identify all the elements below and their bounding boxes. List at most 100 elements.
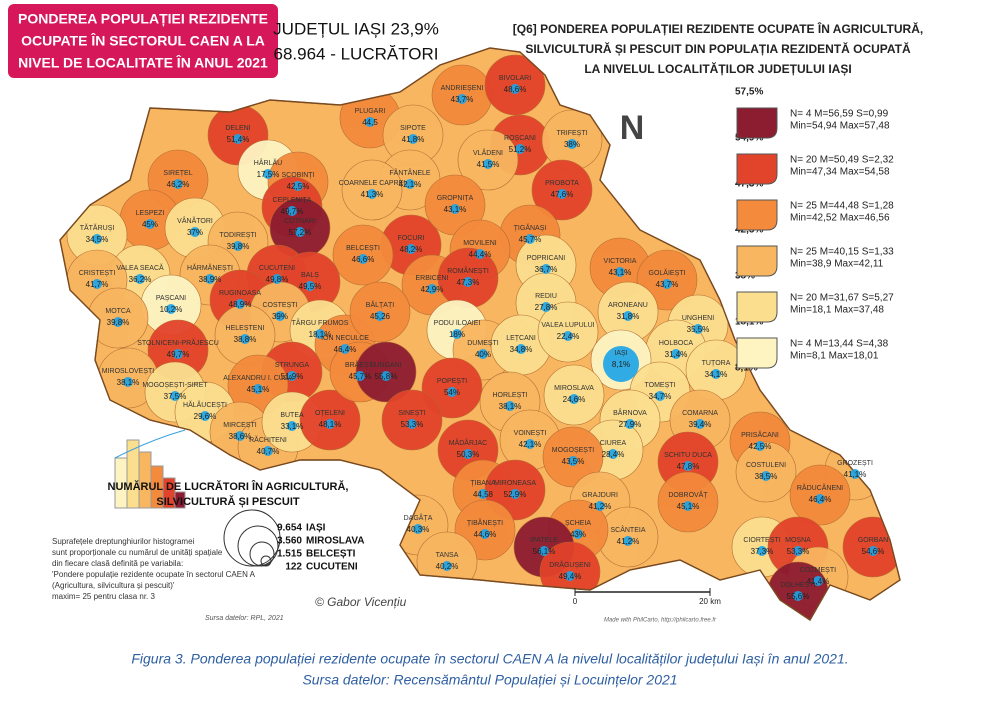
locality-name: CIORTEȘTI	[743, 537, 780, 544]
locality-value: 18,1%	[309, 330, 332, 339]
worker-bubble	[505, 401, 515, 411]
worker-bubble	[683, 461, 693, 471]
worker-bubble	[569, 394, 579, 404]
worker-bubble	[573, 529, 583, 539]
worker-bubble	[565, 571, 575, 581]
locality-name: MIROSLAVA	[554, 385, 594, 392]
locality-value: 35,5%	[687, 325, 710, 334]
locality-name: CUCUTENI	[259, 265, 295, 272]
worker-bubble	[367, 189, 377, 199]
locality-value: 47,6%	[551, 190, 574, 199]
locality-name: ȚIBĂNEȘTI	[467, 518, 503, 527]
locality-name: STRUNGA	[275, 362, 310, 369]
locality-value: 10,2%	[160, 305, 183, 314]
locality-name: BRĂEȘTI	[345, 360, 375, 369]
locality-value: 39,4%	[689, 420, 712, 429]
map-title: LA NIVELUL LOCALITĂȚILOR JUDEȚULUI IAȘI	[584, 61, 851, 76]
locality-value: 43,1%	[609, 268, 632, 277]
worker-bubble	[295, 227, 305, 237]
locality-name: LUNGANI	[370, 362, 401, 369]
locality-name: COZMEȘTI	[800, 567, 836, 574]
locality-value: 43,7%	[656, 280, 679, 289]
legend-stats: Min=8,1 Max=18,01	[790, 351, 879, 362]
locality-name: BELCEȘTI	[346, 245, 380, 252]
worker-bubble	[123, 377, 133, 387]
locality-value: 49,8%	[266, 275, 289, 284]
locality-value: 44,58	[473, 490, 494, 499]
worker-bubble	[478, 349, 488, 359]
locality-value: 49,7%	[167, 350, 190, 359]
locality-value: 17,5%	[257, 170, 280, 179]
worker-bubble	[608, 449, 618, 459]
worker-bubble	[427, 284, 437, 294]
worker-bubble	[693, 324, 703, 334]
scale-count: 122	[285, 562, 302, 573]
locality-value: 42,5%	[749, 442, 772, 451]
locality-value: 51,2%	[509, 145, 532, 154]
worker-bubble	[355, 371, 365, 381]
locality-value: 18%	[449, 330, 465, 339]
locality-name: LESPEZI	[136, 210, 165, 217]
locality-name: BUTEA	[280, 412, 304, 419]
locality-name: RUGINOASA	[219, 290, 261, 297]
locality-value: 40,7%	[257, 447, 280, 456]
locality-name: COTNARI	[284, 218, 316, 225]
locality-name: PROBOTA	[545, 180, 579, 187]
worker-bubble	[190, 227, 200, 237]
locality-name: RĂCHITENI	[249, 435, 287, 444]
worker-bubble	[671, 349, 681, 359]
locality-value: 41,4%	[807, 577, 830, 586]
locality-name: ANDRIEȘENI	[441, 85, 484, 92]
locality-value: 31,8%	[617, 312, 640, 321]
locality-value: 45,7%	[349, 372, 372, 381]
locality-value: 38,1%	[117, 378, 140, 387]
worker-bubble	[557, 189, 567, 199]
locality-name: HĂRMĂNEȘTI	[187, 263, 233, 272]
locality-value: 45,1%	[247, 385, 270, 394]
worker-bubble	[287, 421, 297, 431]
locality-name: DELENI	[225, 125, 250, 132]
locality-value: 43,5%	[562, 457, 585, 466]
workers-title: NUMĂRUL DE LUCRĂTORI ÎN AGRICULTURĂ,	[108, 480, 349, 493]
source-small: Sursa datelor: RPL, 2021	[205, 615, 284, 622]
worker-bubble	[623, 536, 633, 546]
locality-name: ROMÂNEȘTI	[447, 266, 489, 275]
legend-stats: N= 25 M=44,48 S=1,28	[790, 201, 894, 212]
locality-value: 51,4%	[227, 135, 250, 144]
worker-bubble	[235, 431, 245, 441]
locality-value: 42,1%	[399, 180, 422, 189]
locality-name: COSTEȘTI	[262, 302, 297, 309]
worker-bubble	[757, 546, 767, 556]
scale-name: BELCEȘTI	[306, 549, 356, 560]
locality-name: DOLHEȘTI	[780, 582, 815, 589]
title: PONDEREA POPULAȚIEI REZIDENTE	[18, 11, 268, 27]
worker-bubble	[450, 204, 460, 214]
worker-bubble	[655, 391, 665, 401]
worker-bubble	[315, 329, 325, 339]
county-workers: 68.964 - LUCRĂTORI	[273, 44, 438, 63]
worker-bubble	[478, 489, 488, 499]
worker-bubble	[452, 329, 462, 339]
worker-bubble	[413, 524, 423, 534]
legend-stats: Min=47,34 Max=54,58	[790, 167, 890, 178]
locality-name: HELEȘTENI	[226, 325, 265, 332]
locality-name: LEȚCANI	[506, 335, 536, 342]
locality-name: VOINEȘTI	[514, 430, 547, 437]
locality-value: 47,3%	[457, 278, 480, 287]
locality-name: HORLEȘTI	[492, 392, 527, 399]
legend-stats: N= 20 M=50,49 S=2,32	[790, 155, 894, 166]
locality-value: 41,8%	[402, 135, 425, 144]
locality-value: 44,5	[362, 118, 378, 127]
locality-labels: DELENI 51,4% HÂRLĂU 17,5% SCOBINȚI 42,5% SIREȚ…	[79, 75, 888, 601]
locality-value: 55,6%	[787, 592, 810, 601]
caption: Sursa datelor: Recensământul Populației …	[302, 672, 677, 688]
worker-bubble	[815, 494, 825, 504]
locality-name: BALȘ	[301, 272, 319, 279]
locality-name: MIRONEASA	[494, 480, 536, 487]
locality-value: 46,2%	[167, 180, 190, 189]
locality-name: PRISĂCANI	[741, 430, 779, 439]
locality-name: IAȘI	[614, 350, 627, 357]
note-line: sunt proporționale cu numărul de unități…	[52, 548, 223, 557]
locality-value: 42,9%	[421, 285, 444, 294]
